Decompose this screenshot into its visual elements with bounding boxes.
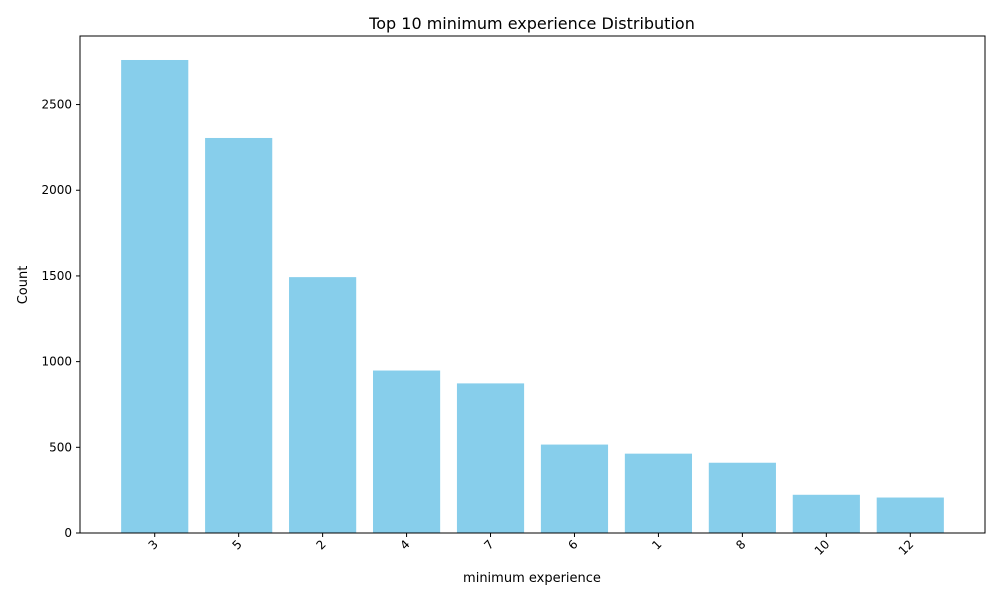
y-axis-label: Count xyxy=(16,266,31,305)
bar-3 xyxy=(121,59,189,533)
x-tick-label: 7 xyxy=(481,537,496,552)
bar-1 xyxy=(624,453,693,533)
x-tick-label: 6 xyxy=(565,537,580,552)
y-tick-label: 1500 xyxy=(41,269,72,283)
x-tick-label: 4 xyxy=(397,537,412,552)
bar-10 xyxy=(792,494,860,533)
x-axis-label: minimum experience xyxy=(463,571,601,586)
y-tick-label: 500 xyxy=(49,440,72,454)
y-tick-label: 0 xyxy=(64,526,72,540)
x-tick-label: 10 xyxy=(812,537,833,558)
bar-6 xyxy=(540,444,609,533)
y-tick-label: 1000 xyxy=(41,355,72,369)
bar-5 xyxy=(205,137,273,533)
x-tick-label: 12 xyxy=(896,537,917,558)
plot-frame xyxy=(79,35,986,534)
bar-4 xyxy=(372,370,441,533)
y-tick-label: 2500 xyxy=(41,98,72,112)
x-tick-label: 3 xyxy=(146,537,161,552)
x-tick-label: 8 xyxy=(733,537,748,552)
bar-7 xyxy=(456,383,525,533)
bar-8 xyxy=(708,462,776,533)
x-tick-label: 2 xyxy=(313,537,328,552)
x-tick-label: 1 xyxy=(649,537,664,552)
bars-group xyxy=(121,59,944,533)
chart-title: Top 10 minimum experience Distribution xyxy=(368,14,695,33)
x-tick-label: 5 xyxy=(229,537,244,552)
y-tick-label: 2000 xyxy=(41,183,72,197)
bar-12 xyxy=(876,497,944,533)
bar-2 xyxy=(289,277,357,533)
